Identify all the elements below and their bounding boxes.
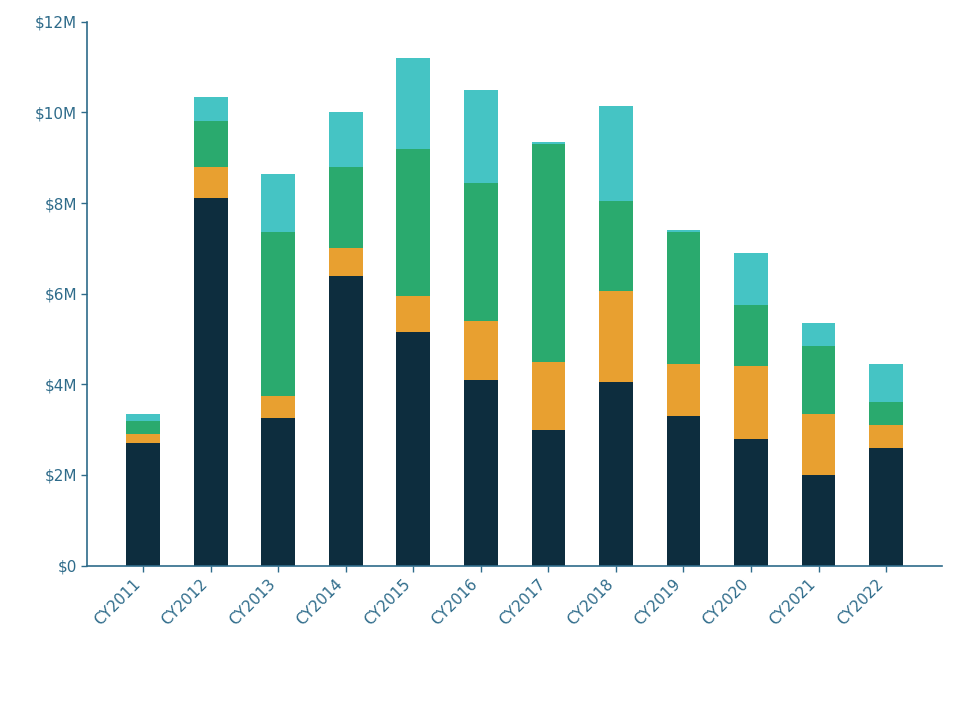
Bar: [734, 253, 768, 305]
Bar: [802, 475, 835, 566]
Bar: [599, 201, 633, 291]
Bar: [396, 296, 430, 332]
Bar: [261, 233, 295, 396]
Bar: [261, 418, 295, 566]
Bar: [667, 364, 700, 416]
Bar: [126, 414, 160, 420]
Bar: [329, 248, 362, 276]
Bar: [126, 443, 160, 566]
Bar: [194, 122, 227, 167]
Bar: [126, 420, 160, 434]
Bar: [126, 434, 160, 443]
Bar: [396, 332, 430, 566]
Bar: [667, 231, 700, 233]
Bar: [599, 291, 633, 382]
Bar: [869, 448, 903, 566]
Bar: [667, 233, 700, 364]
Bar: [329, 276, 362, 566]
Bar: [464, 183, 498, 321]
Bar: [802, 346, 835, 414]
Bar: [531, 429, 565, 566]
Bar: [261, 173, 295, 233]
Bar: [599, 106, 633, 201]
Bar: [464, 321, 498, 380]
Bar: [734, 305, 768, 366]
Bar: [802, 414, 835, 475]
Bar: [329, 167, 362, 248]
Bar: [396, 58, 430, 149]
Bar: [599, 382, 633, 566]
Bar: [194, 96, 227, 122]
Bar: [667, 416, 700, 566]
Bar: [802, 323, 835, 346]
Bar: [531, 142, 565, 144]
Bar: [869, 364, 903, 402]
Bar: [531, 144, 565, 362]
Bar: [261, 396, 295, 418]
Bar: [734, 366, 768, 439]
Bar: [464, 90, 498, 183]
Bar: [531, 362, 565, 429]
Bar: [464, 380, 498, 566]
Bar: [194, 199, 227, 566]
Bar: [396, 149, 430, 296]
Bar: [869, 402, 903, 425]
Bar: [194, 167, 227, 199]
Bar: [869, 425, 903, 448]
Bar: [329, 112, 362, 167]
Bar: [734, 439, 768, 566]
